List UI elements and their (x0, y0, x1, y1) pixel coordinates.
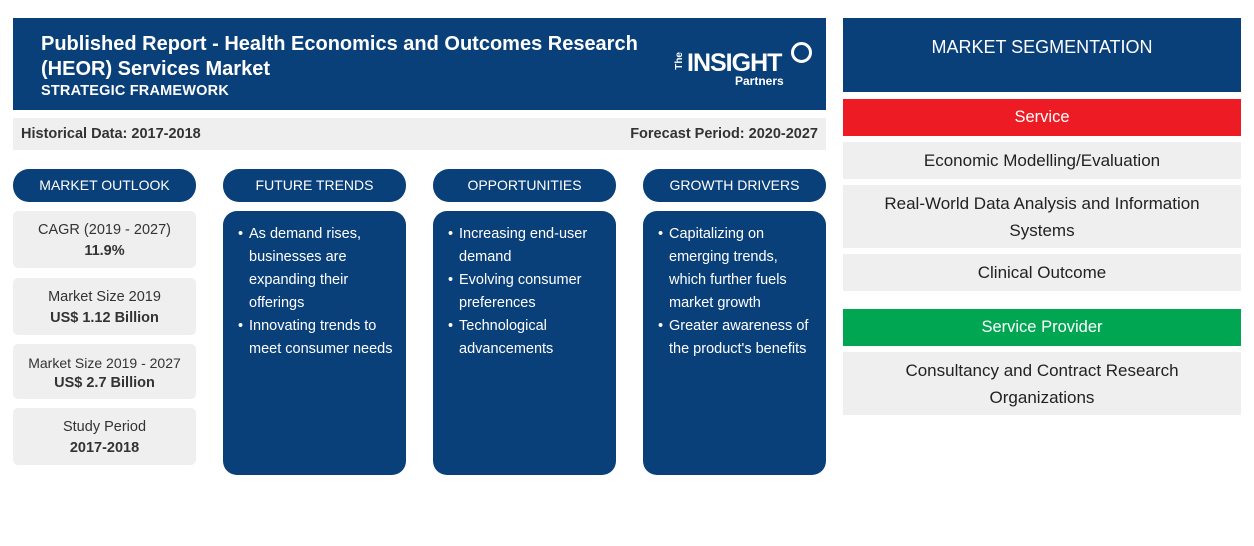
logo-the: The (674, 52, 685, 70)
segment-item: Clinical Outcome (843, 254, 1241, 291)
stat-value: US$ 1.12 Billion (50, 310, 159, 326)
period-bar: Historical Data: 2017-2018 Forecast Peri… (13, 118, 826, 150)
report-title: Published Report - Health Economics and … (41, 33, 638, 80)
growth-drivers-heading: GROWTH DRIVERS (643, 169, 826, 202)
market-segmentation-title: MARKET SEGMENTATION (843, 18, 1241, 92)
stat-label: CAGR (2019 - 2027) (38, 222, 171, 238)
list-item: Capitalizing on emerging trends, which f… (658, 223, 818, 315)
forecast-period: Forecast Period: 2020-2027 (630, 126, 818, 142)
list-item: Technological advancements (448, 315, 608, 361)
stat-label: Market Size 2019 - 2027 (28, 355, 181, 371)
stat-label: Market Size 2019 (48, 289, 161, 305)
historical-data: Historical Data: 2017-2018 (21, 126, 201, 142)
stat-cagr: CAGR (2019 - 2027) 11.9% (13, 211, 196, 268)
logo-partners: Partners (735, 74, 784, 88)
report-header: Published Report - Health Economics and … (13, 18, 826, 110)
future-trends-card: As demand rises, businesses are expandin… (223, 211, 406, 475)
market-outlook-heading: MARKET OUTLOOK (13, 169, 196, 202)
stat-value: 2017-2018 (69, 440, 140, 456)
list-item: As demand rises, businesses are expandin… (238, 223, 398, 315)
segment-item: Consultancy and Contract Research Organi… (843, 352, 1241, 415)
stat-value: US$ 2.7 Billion (54, 375, 155, 391)
insight-partners-logo: The INSIGHT Partners (674, 40, 815, 90)
segment-category-service-provider: Service Provider (843, 309, 1241, 346)
segment-item: Economic Modelling/Evaluation (843, 142, 1241, 179)
opportunities-heading: OPPORTUNITIES (433, 169, 616, 202)
list-item: Greater awareness of the product's benef… (658, 315, 818, 361)
growth-drivers-card: Capitalizing on emerging trends, which f… (643, 211, 826, 475)
stat-market-size-range: Market Size 2019 - 2027 US$ 2.7 Billion (13, 344, 196, 399)
segment-item: Real-World Data Analysis and Information… (843, 185, 1241, 248)
future-trends-heading: FUTURE TRENDS (223, 169, 406, 202)
stat-study-period: Study Period 2017-2018 (13, 408, 196, 465)
segment-category-service: Service (843, 99, 1241, 136)
stat-label: Study Period (62, 419, 147, 435)
stat-value: 11.9% (84, 243, 125, 259)
opportunities-card: Increasing end-user demand Evolving cons… (433, 211, 616, 475)
logo-insight: INSIGHT (687, 49, 782, 77)
logo-ring-icon (791, 42, 812, 63)
stat-market-size-2019: Market Size 2019 US$ 1.12 Billion (13, 278, 196, 335)
report-subtitle: STRATEGIC FRAMEWORK (41, 83, 229, 99)
list-item: Innovating trends to meet consumer needs (238, 315, 398, 361)
list-item: Increasing end-user demand (448, 223, 608, 269)
list-item: Evolving consumer preferences (448, 269, 608, 315)
